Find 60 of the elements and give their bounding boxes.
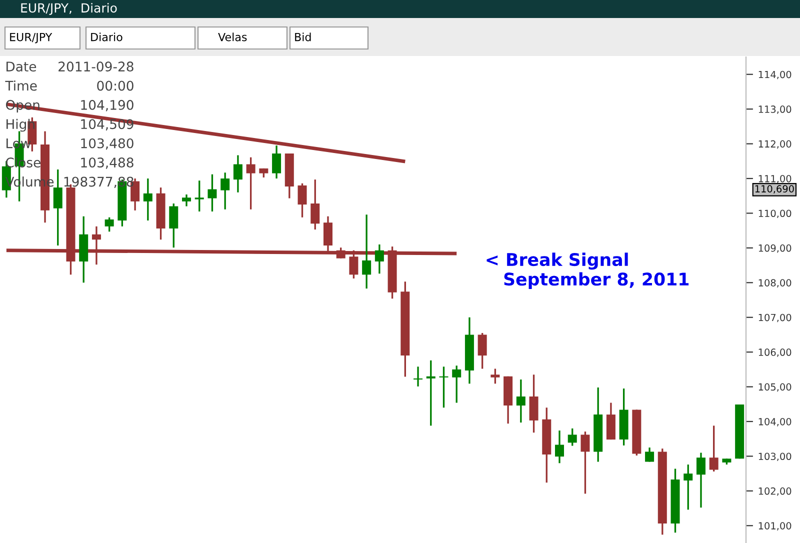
y-tick-label: 112,00 [758, 140, 792, 149]
candlestick [452, 364, 462, 404]
candlestick [645, 446, 654, 463]
annotation: Time [5, 80, 37, 91]
candlestick [568, 428, 577, 447]
candlestick [246, 156, 256, 210]
text: Diario [91, 32, 122, 42]
annotation: 104,509 [81, 119, 134, 130]
candlestick [362, 214, 372, 290]
annotation: Date [6, 62, 36, 72]
text: Velas [218, 32, 247, 42]
candlestick [53, 168, 62, 246]
candlestick [580, 430, 590, 495]
candlestick [478, 332, 487, 370]
candlestick [104, 216, 114, 232]
candlestick [208, 174, 217, 212]
y-tick-label: 109,00 [758, 244, 792, 253]
candlestick [555, 430, 564, 464]
annotation: 104,190 [81, 100, 134, 112]
y-tick-label: 111,00 [758, 174, 792, 184]
candlestick [426, 360, 436, 426]
candlestick [516, 378, 526, 424]
candlestick [414, 366, 423, 388]
candlestick [220, 172, 230, 210]
candlestick [709, 424, 718, 472]
candlestick [684, 464, 693, 511]
candlestick [374, 244, 384, 274]
y-tick-label: 108,00 [758, 279, 792, 288]
text: EUR/JPY [10, 32, 52, 44]
y-tick-label: 102,00 [758, 487, 792, 496]
y-tick-label: 114,00 [758, 70, 792, 80]
y-tick-label: 103,00 [758, 452, 792, 462]
candlestick [298, 182, 307, 218]
annotation: 00:00 [97, 80, 134, 91]
annotation: 103,488 [81, 158, 134, 169]
y-tick-label: 113,00 [758, 106, 792, 114]
annotation: 103,480 [81, 138, 134, 150]
candlestick [696, 452, 706, 508]
candlestick [272, 144, 282, 180]
candlestick [490, 368, 500, 384]
y-tick-label: 105,00 [758, 383, 792, 392]
candlestick [310, 178, 320, 230]
y-tick-label: 110,00 [758, 210, 792, 218]
text: 110,690 [755, 185, 794, 194]
y-tick-label: 104,00 [758, 418, 792, 426]
candlestick [439, 366, 448, 408]
candlestick [169, 202, 178, 248]
candlestick [529, 374, 538, 434]
candlestick [143, 178, 152, 222]
y-tick-label: 101,00 [758, 522, 792, 530]
y-tick-label: 106,00 [758, 348, 792, 357]
candlestick [233, 154, 242, 194]
chart-title: EUR/JPY, Diario [21, 2, 117, 15]
candlestick [194, 180, 204, 212]
annotation: Open [6, 100, 40, 112]
y-tick-label: 107,00 [758, 314, 792, 322]
annotation: < Break Signal September 8, 2011 [486, 252, 689, 290]
annotation: 2011-09-28 [58, 62, 134, 72]
text: Bid [295, 32, 311, 42]
candlestick [182, 194, 191, 208]
